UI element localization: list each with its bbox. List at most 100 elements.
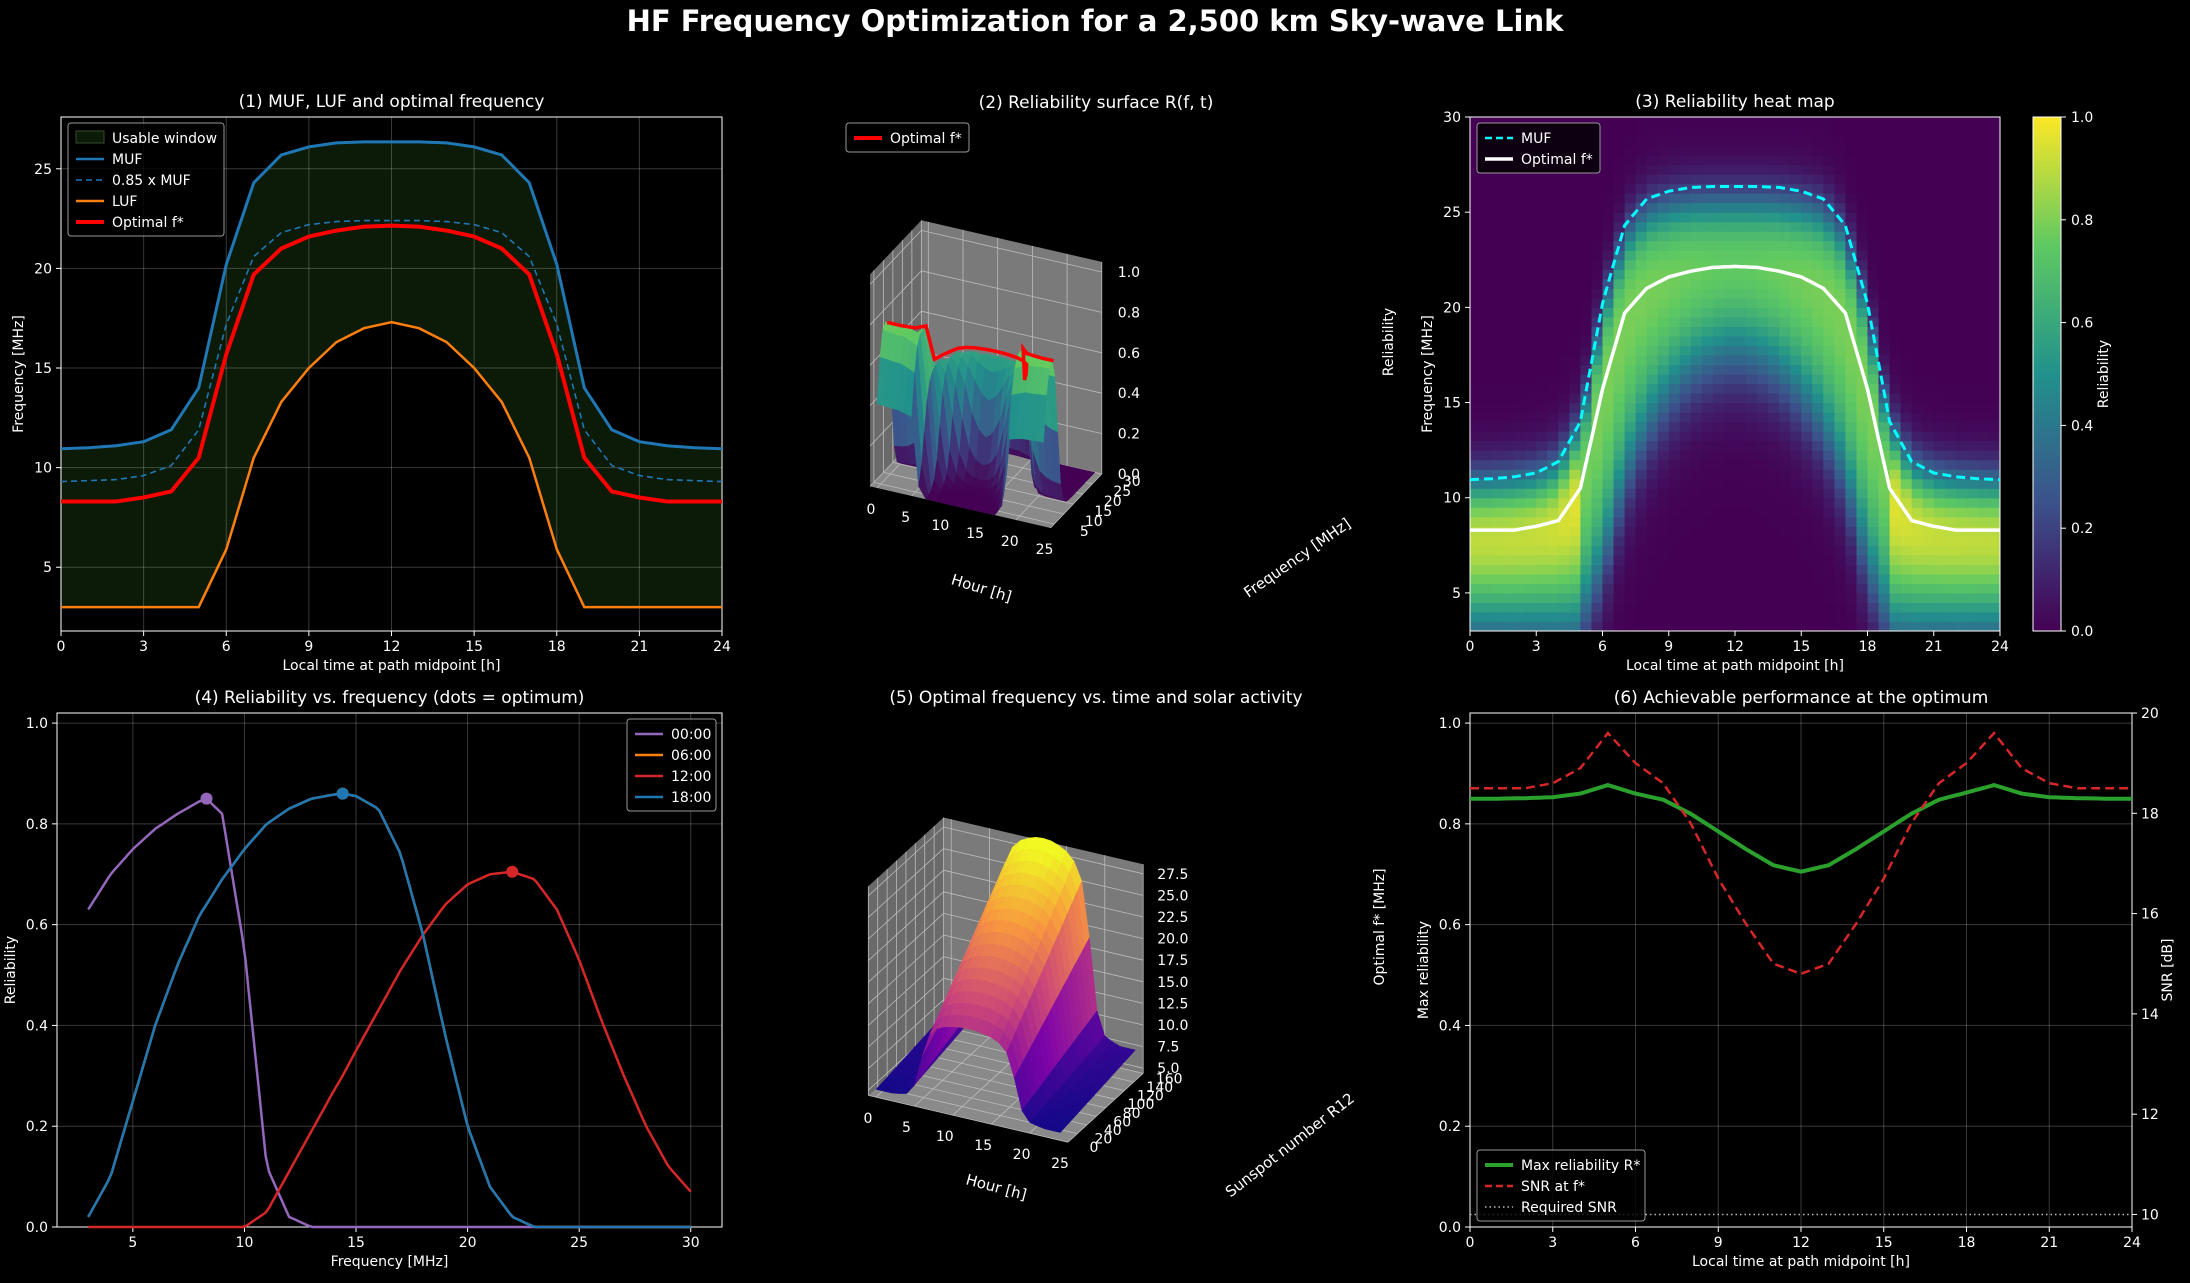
series-line-1200: [88, 870, 692, 1229]
heatmap-cell: [1878, 297, 1891, 308]
legend-label: Optimal f*: [890, 131, 962, 147]
heatmap-cell: [1657, 126, 1670, 137]
heatmap-cell: [1812, 145, 1824, 156]
heatmap-cell: [1514, 288, 1526, 299]
heatmap-cell: [1679, 374, 1692, 385]
heatmap-cell: [1801, 193, 1813, 204]
heatmap-cell: [1503, 412, 1515, 423]
heatmap-cell: [1724, 478, 1736, 489]
heatmap-cell: [1690, 431, 1703, 442]
heatmap-cell: [1580, 269, 1592, 280]
heatmap-cell: [1801, 431, 1813, 442]
heatmap-cell: [1591, 278, 1604, 289]
heatmap-cell: [1989, 564, 2000, 575]
heatmap-cell: [1481, 440, 1493, 451]
heatmap-cell: [1492, 288, 1504, 299]
heatmap-cell: [1812, 488, 1824, 499]
heatmap-cell: [1911, 355, 1924, 366]
heatmap-cell: [1580, 364, 1592, 375]
heatmap-cell: [1668, 431, 1681, 442]
heatmap-cell: [1966, 516, 1979, 527]
heatmap-cell: [1668, 202, 1681, 213]
heatmap-cell: [1624, 488, 1637, 499]
x-tick-label: 5: [902, 1120, 911, 1136]
heatmap-cell: [1470, 145, 1482, 156]
heatmap-cell: [1933, 526, 1946, 537]
heatmap-cell: [1845, 335, 1857, 346]
heatmap-cell: [1624, 364, 1637, 375]
heatmap-cell: [1536, 374, 1548, 385]
heatmap-cell: [1724, 402, 1736, 413]
heatmap-cell: [1867, 573, 1880, 584]
heatmap-cell: [1955, 602, 1968, 613]
heatmap-cell: [1558, 364, 1570, 375]
heatmap-cell: [1768, 412, 1780, 423]
heatmap-cell: [1801, 478, 1813, 489]
heatmap-cell: [1878, 117, 1891, 128]
heatmap-cell: [1856, 221, 1869, 232]
heatmap-cell: [1955, 383, 1968, 394]
heatmap-cell: [1823, 126, 1835, 137]
heatmap-cell: [1602, 136, 1615, 147]
axes-frame: [56, 712, 723, 1228]
heatmap-cell: [1955, 412, 1968, 423]
heatmap-cell: [1624, 393, 1637, 404]
heatmap-cell: [1977, 488, 1990, 499]
y-tick-label: 80: [1123, 1106, 1141, 1122]
heatmap-cell: [1977, 202, 1990, 213]
heatmap-cell: [1712, 136, 1725, 147]
heatmap-cell: [1679, 250, 1692, 261]
colorbar-gradient: [2032, 116, 2062, 632]
heatmap-cell: [1966, 155, 1979, 166]
heatmap-cell: [1801, 269, 1813, 280]
heatmap-cell: [1735, 554, 1747, 565]
heatmap-cell: [1900, 145, 1913, 156]
heatmap-cell: [1977, 602, 1990, 613]
heatmap-cell: [1845, 259, 1857, 270]
grid-line: [868, 999, 944, 1069]
heatmap-cell: [1790, 421, 1802, 432]
heatmap-cell: [1602, 250, 1615, 261]
heatmap-cell: [1492, 488, 1504, 499]
heatmap-cell: [1889, 421, 1902, 432]
heatmap-cell: [1768, 250, 1780, 261]
heatmap-cell: [1492, 564, 1504, 575]
heatmap-cell: [1922, 326, 1935, 337]
heatmap-cell: [1646, 136, 1659, 147]
y-axis-label: Frequency [MHz]: [11, 315, 27, 433]
heatmap-cell: [1547, 259, 1559, 270]
heatmap-cell: [1900, 402, 1913, 413]
heatmap-cell: [1569, 278, 1581, 289]
heatmap-cell: [1657, 155, 1670, 166]
heatmap-cell: [1613, 221, 1626, 232]
heatmap-cell: [1591, 478, 1604, 489]
heatmap-cell: [1602, 421, 1615, 432]
heatmap-cell: [1724, 364, 1736, 375]
heatmap-cell: [1834, 183, 1846, 194]
heatmap-cell: [1801, 259, 1813, 270]
heatmap-cell: [1977, 507, 1990, 518]
z-tick-label: 27.5: [1157, 867, 1188, 883]
heatmap-cell: [1955, 545, 1968, 556]
heatmap-cell: [1492, 497, 1504, 508]
heatmap-cell: [1635, 364, 1648, 375]
heatmap-cell: [1790, 307, 1802, 318]
heatmap-cell: [1536, 250, 1548, 261]
heatmap-cell: [1492, 364, 1504, 375]
heatmap-cell: [1966, 421, 1979, 432]
heatmap-cell: [1790, 535, 1802, 546]
heatmap-cell: [1944, 497, 1957, 508]
heatmap-cell: [1823, 212, 1835, 223]
heatmap-cell: [1712, 345, 1725, 356]
heatmap-cell: [1867, 326, 1880, 337]
heatmap-cell: [1503, 183, 1515, 194]
heatmap-cell: [1944, 212, 1957, 223]
heatmap-cell: [1944, 583, 1957, 594]
heatmap-cell: [1591, 497, 1604, 508]
heatmap-cell: [1933, 126, 1946, 137]
heatmap-cell: [1679, 526, 1692, 537]
heatmap-cell: [1757, 297, 1769, 308]
heatmap-cell: [1989, 469, 2000, 480]
heatmap-cell: [1911, 469, 1924, 480]
series-line-1800: [87, 792, 691, 1229]
